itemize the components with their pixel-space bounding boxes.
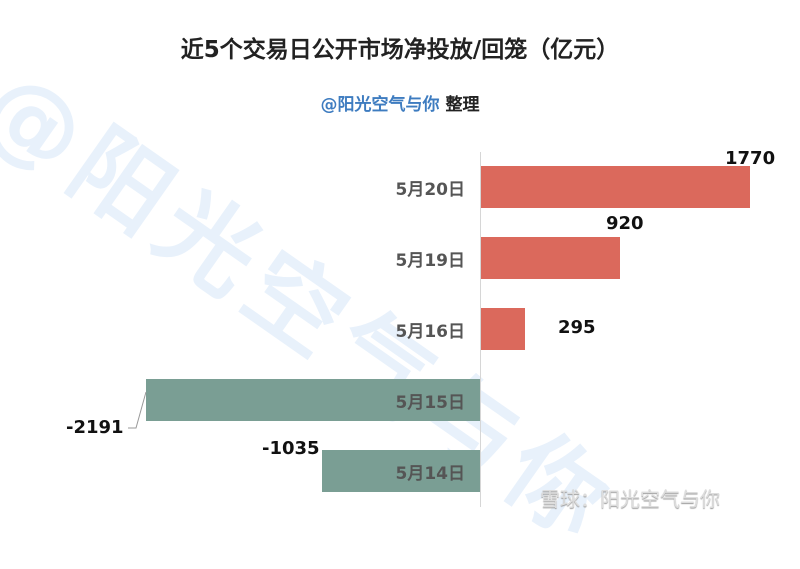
value-label: -2191: [66, 417, 124, 438]
bar-5-19: [481, 237, 620, 279]
subtitle-author: @阳光空气与你: [320, 95, 440, 115]
value-label: 295: [558, 317, 596, 338]
chart-title: 近5个交易日公开市场净投放/回笼（亿元）: [180, 37, 620, 63]
footer-watermark: 雪球：阳光空气与你: [540, 487, 720, 511]
category-label: 5月15日: [395, 393, 466, 413]
value-label: -1035: [262, 438, 320, 459]
chart-subtitle: @阳光空气与你 整理: [0, 90, 800, 115]
zero-axis: [480, 152, 481, 507]
bar-5-16: [481, 308, 525, 350]
category-label: 5月14日: [395, 464, 466, 484]
bar-5-14: [322, 450, 480, 492]
bar-5-15: [146, 379, 480, 421]
category-label: 5月16日: [395, 322, 466, 342]
leader-line: [128, 391, 147, 429]
category-label: 5月20日: [395, 180, 466, 200]
value-label: 920: [606, 213, 644, 234]
subtitle-organized: 整理: [445, 95, 480, 115]
bar-5-20: [481, 166, 750, 208]
category-label: 5月19日: [395, 251, 466, 271]
value-label: 1770: [725, 148, 776, 169]
